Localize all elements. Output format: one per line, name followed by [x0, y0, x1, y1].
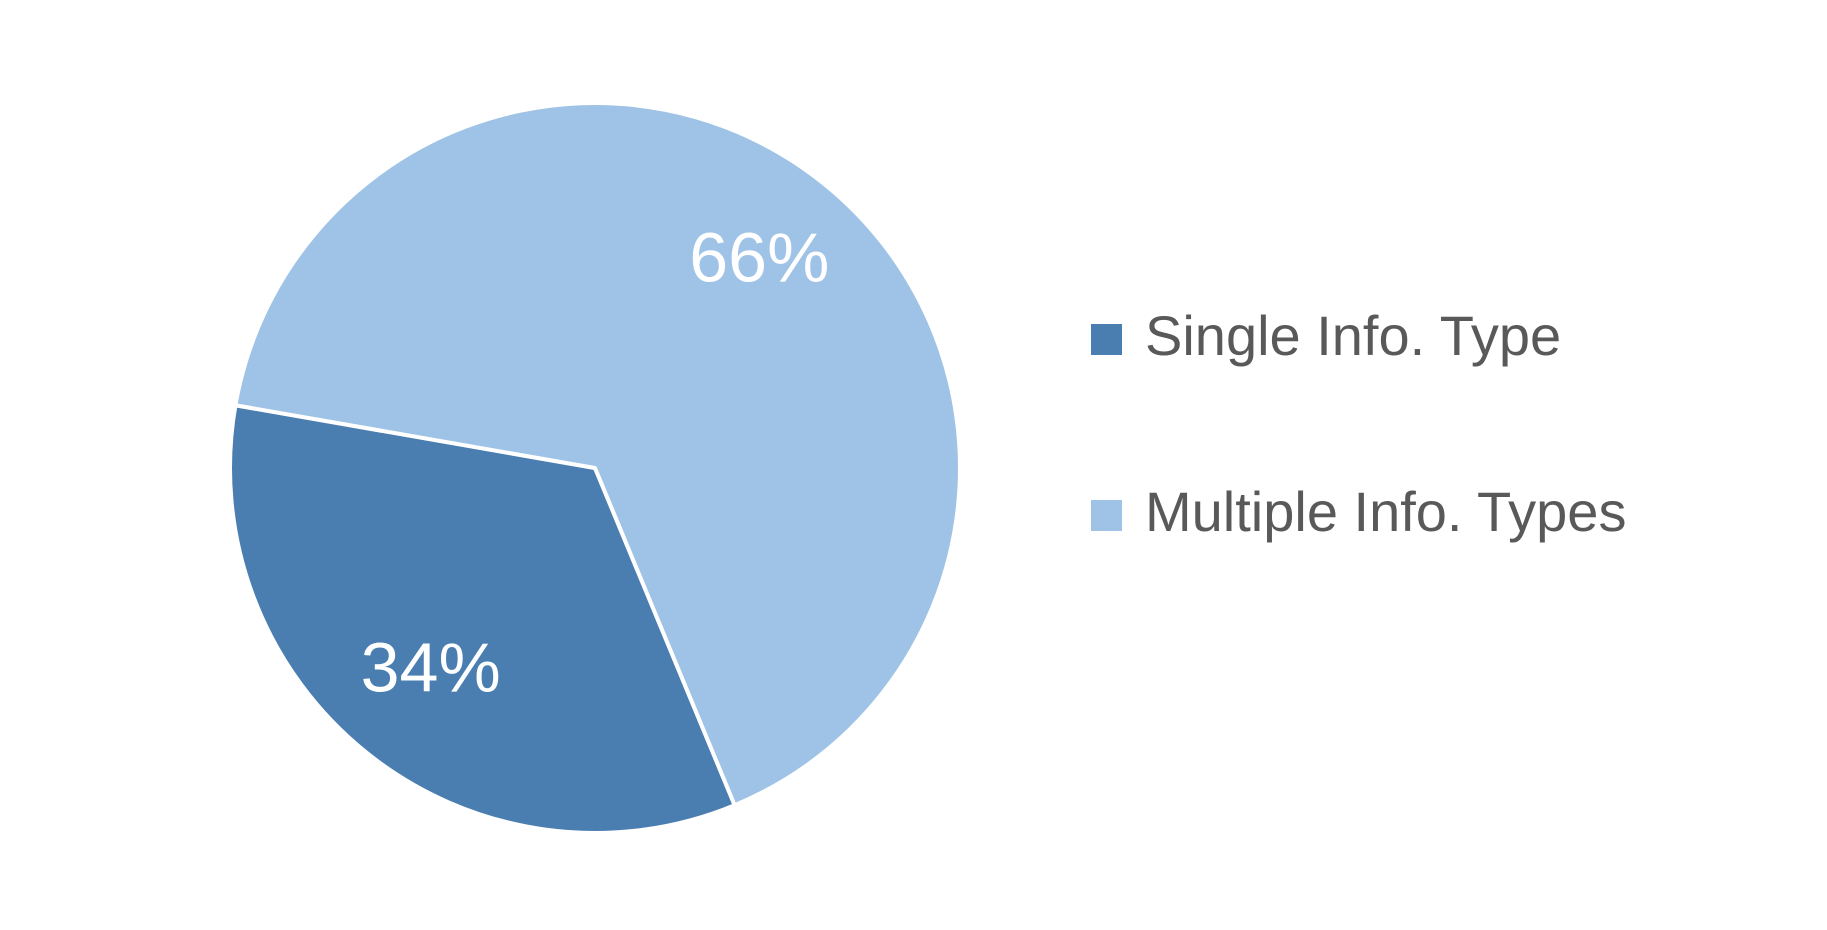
data-label: 66% [689, 218, 829, 296]
pie-slice [233, 101, 962, 808]
legend-swatch [1091, 324, 1122, 355]
legend-label: Single Info. Type [1145, 304, 1561, 367]
legend-swatch [1091, 500, 1122, 531]
legend-label: Multiple Info. Types [1145, 480, 1626, 543]
pie-slice [228, 403, 737, 835]
data-label: 34% [361, 629, 501, 707]
